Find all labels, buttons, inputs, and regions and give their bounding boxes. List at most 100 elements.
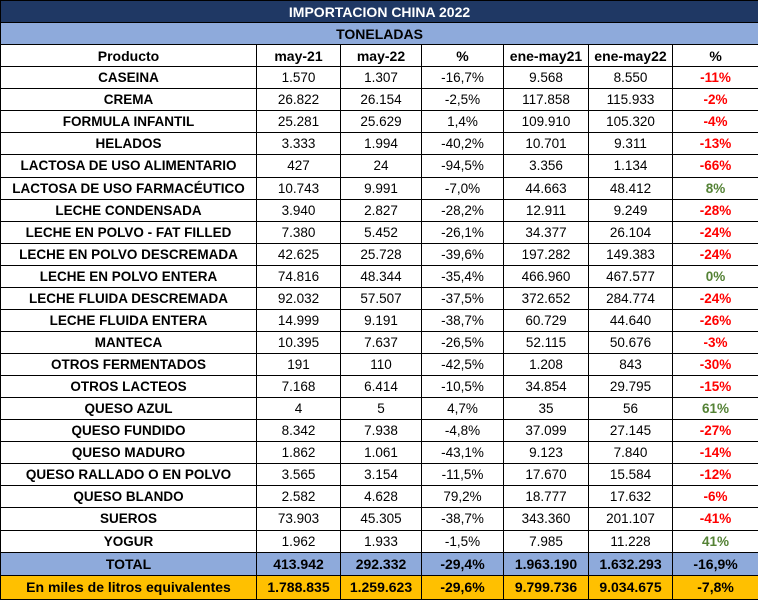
- total-row: TOTAL 413.942 292.332 -29,4% 1.963.190 1.632.…: [0, 551, 758, 576]
- value-cell: -27%: [671, 419, 758, 443]
- value-cell: 18.777: [503, 485, 589, 509]
- product-cell: TOTAL: [0, 551, 257, 576]
- data-row: HELADOS 3.333 1.994 -40,2% 10.701 9.311 -13%: [0, 132, 758, 156]
- data-row: CASEINA 1.570 1.307 -16,7% 9.568 8.550 -11%: [0, 66, 758, 90]
- value-cell: 45.305: [340, 507, 422, 531]
- product-cell: QUESO RALLADO O EN POLVO: [0, 463, 257, 487]
- data-row: QUESO BLANDO 2.582 4.628 79,2% 18.777 17.632-…: [0, 485, 758, 509]
- value-cell: 60.729: [503, 308, 589, 332]
- value-cell: 3.154: [340, 463, 422, 487]
- product-cell: QUESO MADURO: [0, 441, 257, 465]
- product-cell: OTROS FERMENTADOS: [0, 352, 257, 377]
- data-row: QUESO FUNDIDO 8.342 7.938 -4,8% 37.099 27.145…: [0, 419, 758, 443]
- value-cell: -38,7%: [421, 308, 504, 332]
- product-cell: QUESO BLANDO: [0, 485, 257, 509]
- value-cell: 29.795: [588, 375, 673, 399]
- value-cell: 201.107: [588, 507, 673, 531]
- value-cell: 26.822: [256, 88, 341, 112]
- value-cell: may-21: [256, 44, 341, 68]
- value-cell: -42,5%: [421, 352, 504, 377]
- value-cell: 413.942: [256, 551, 341, 576]
- product-cell: CREMA: [0, 88, 257, 112]
- table-title: IMPORTACION CHINA 2022: [0, 0, 758, 24]
- value-cell: -30%: [671, 352, 758, 377]
- value-cell: -3%: [671, 330, 758, 355]
- data-row: LECHE FLUIDA DESCREMADA 92.032 57.507 -37,5…: [0, 286, 758, 310]
- value-cell: -40,2%: [421, 132, 504, 156]
- value-cell: -28%: [671, 198, 758, 222]
- value-cell: 1.134: [588, 154, 673, 178]
- value-cell: 9.568: [503, 66, 589, 90]
- value-cell: 117.858: [503, 88, 589, 112]
- value-cell: 8%: [671, 176, 758, 200]
- value-cell: 9.191: [340, 308, 422, 332]
- product-cell: QUESO FUNDIDO: [0, 419, 257, 443]
- value-cell: ene-may22: [588, 44, 673, 68]
- value-cell: -41%: [671, 507, 758, 531]
- value-cell: 7.938: [340, 419, 422, 443]
- value-cell: 44.663: [503, 176, 589, 200]
- product-cell: LECHE EN POLVO ENTERA: [0, 264, 257, 288]
- value-cell: -28,2%: [421, 198, 504, 222]
- value-cell: 7.380: [256, 220, 341, 244]
- value-cell: 56: [588, 397, 673, 421]
- value-cell: 427: [256, 154, 341, 178]
- product-cell: LECHE FLUIDA DESCREMADA: [0, 286, 257, 310]
- value-cell: 1.061: [340, 441, 422, 465]
- value-cell: 149.383: [588, 242, 673, 266]
- title-row: IMPORTACION CHINA 2022: [0, 0, 758, 24]
- value-cell: 284.774: [588, 286, 673, 310]
- value-cell: 9.249: [588, 198, 673, 222]
- data-row: FORMULA INFANTIL 25.281 25.629 1,4% 109.910 1…: [0, 110, 758, 134]
- value-cell: 35: [503, 397, 589, 421]
- value-cell: 2.827: [340, 198, 422, 222]
- value-cell: 4,7%: [421, 397, 504, 421]
- value-cell: 25.629: [340, 110, 422, 134]
- value-cell: -66%: [671, 154, 758, 178]
- product-cell: LACTOSA DE USO ALIMENTARIO: [0, 154, 257, 178]
- value-cell: -2,5%: [421, 88, 504, 112]
- data-row: LACTOSA DE USO FARMACÉUTICO 10.743 9.991 -7…: [0, 176, 758, 200]
- product-cell: LACTOSA DE USO FARMACÉUTICO: [0, 176, 257, 200]
- value-cell: 1,4%: [421, 110, 504, 134]
- value-cell: -11,5%: [421, 463, 504, 487]
- product-cell: YOGUR: [0, 529, 257, 553]
- product-cell: LECHE CONDENSADA: [0, 198, 257, 222]
- value-cell: 6.414: [340, 375, 422, 399]
- value-cell: 10.701: [503, 132, 589, 156]
- value-cell: -39,6%: [421, 242, 504, 266]
- value-cell: 74.816: [256, 264, 341, 288]
- value-cell: 9.799.736: [503, 574, 589, 600]
- value-cell: -13%: [671, 132, 758, 156]
- value-cell: 73.903: [256, 507, 341, 531]
- product-cell: LECHE FLUIDA ENTERA: [0, 308, 257, 332]
- value-cell: 466.960: [503, 264, 589, 288]
- value-cell: 3.940: [256, 198, 341, 222]
- value-cell: 41%: [671, 529, 758, 553]
- value-cell: 25.281: [256, 110, 341, 134]
- data-row: OTROS LACTEOS 7.168 6.414 -10,5% 34.854 29.79…: [0, 375, 758, 399]
- value-cell: 191: [256, 352, 341, 377]
- value-cell: 26.154: [340, 88, 422, 112]
- value-cell: 372.652: [503, 286, 589, 310]
- value-cell: 25.728: [340, 242, 422, 266]
- product-cell: MANTECA: [0, 330, 257, 355]
- value-cell: 14.999: [256, 308, 341, 332]
- value-cell: -35,4%: [421, 264, 504, 288]
- value-cell: 1.788.835: [256, 574, 341, 600]
- value-cell: -38,7%: [421, 507, 504, 531]
- value-cell: 24: [340, 154, 422, 178]
- value-cell: -1,5%: [421, 529, 504, 553]
- value-cell: 105.320: [588, 110, 673, 134]
- value-cell: 17.632: [588, 485, 673, 509]
- value-cell: -15%: [671, 375, 758, 399]
- data-row: LECHE CONDENSADA 3.940 2.827 -28,2% 12.911 9.…: [0, 198, 758, 222]
- value-cell: -16,7%: [421, 66, 504, 90]
- value-cell: %: [421, 44, 504, 68]
- value-cell: 1.933: [340, 529, 422, 553]
- value-cell: 1.307: [340, 66, 422, 90]
- value-cell: 48.344: [340, 264, 422, 288]
- value-cell: -10,5%: [421, 375, 504, 399]
